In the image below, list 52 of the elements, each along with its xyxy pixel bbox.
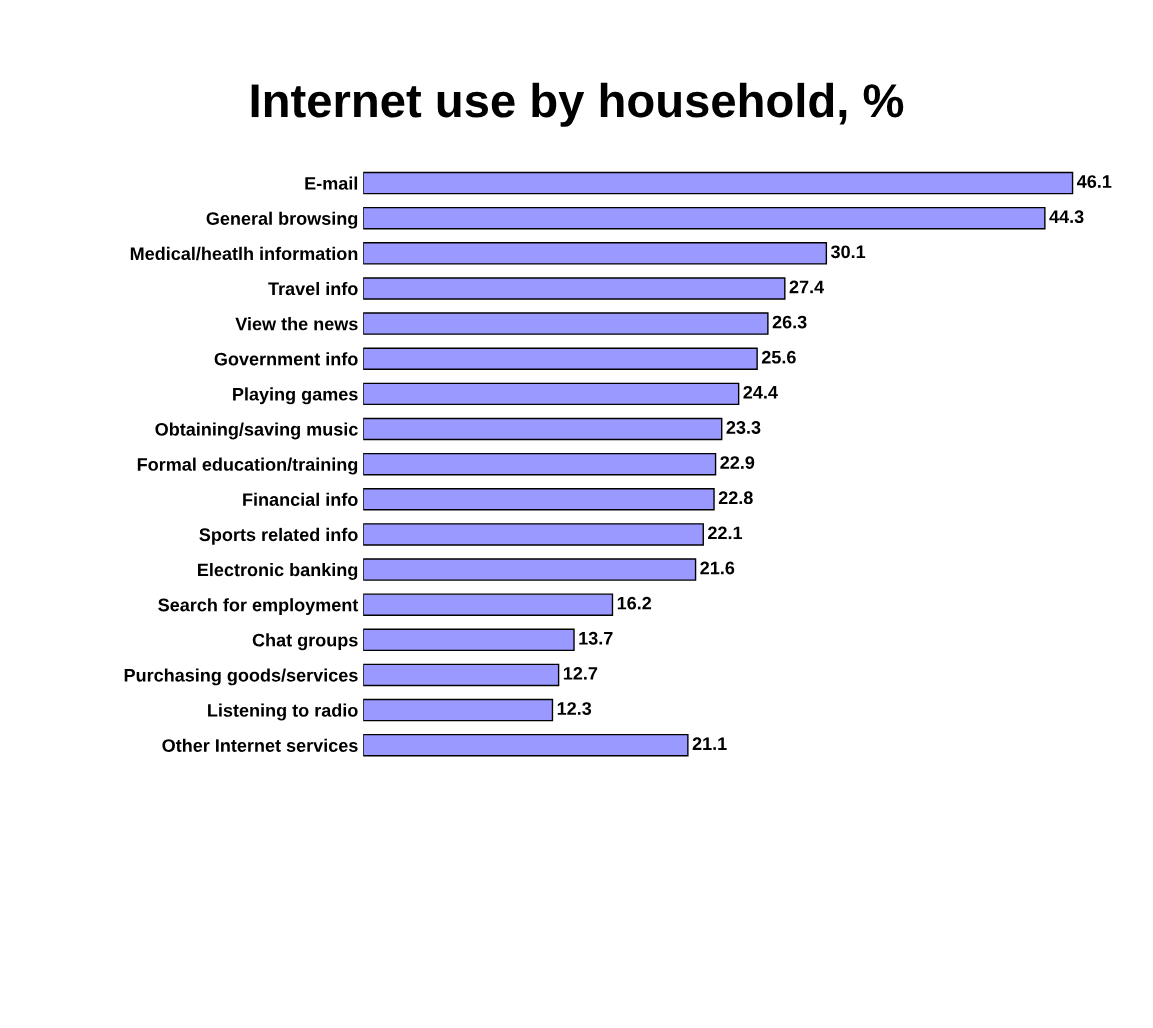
y-tick-label: View the news <box>235 317 358 331</box>
data-label: 13.7 <box>579 631 613 645</box>
bar <box>363 558 697 581</box>
y-tick-label: Formal education/training <box>137 457 358 475</box>
y-tick-label: E-mail <box>305 176 358 190</box>
data-label: 12.7 <box>563 667 598 680</box>
data-label: 26.3 <box>772 315 807 329</box>
bar <box>363 417 723 441</box>
bar <box>363 171 1074 195</box>
y-tick-label: Government info <box>214 352 358 366</box>
data-label: 16.2 <box>617 596 652 610</box>
y-tick-label: Travel info <box>268 281 358 296</box>
bar <box>363 663 560 687</box>
bar <box>363 242 828 265</box>
data-label: 22.9 <box>720 456 755 469</box>
y-tick-label: Obtaining/saving music <box>155 422 358 440</box>
y-tick-label: Listening to radio <box>208 703 358 721</box>
y-tick-label: Financial info <box>243 492 358 506</box>
data-label: 21.1 <box>692 737 727 750</box>
bar <box>363 698 554 722</box>
y-tick-label: Sports related info <box>199 527 358 545</box>
y-tick-label: Chat groups <box>252 633 358 651</box>
bar <box>363 488 715 511</box>
data-label: 25.6 <box>761 350 796 364</box>
bar <box>363 452 717 476</box>
bar <box>363 733 689 757</box>
y-tick-label: Playing games <box>233 387 358 405</box>
bar <box>363 347 758 370</box>
bar <box>363 523 704 546</box>
y-tick-label: Electronic banking <box>198 563 358 580</box>
data-label: 22.8 <box>718 491 753 505</box>
y-tick-label: Search for employment <box>158 598 359 615</box>
data-label: 30.1 <box>830 245 866 259</box>
data-label: 44.3 <box>1049 210 1084 224</box>
bar <box>363 277 786 300</box>
bar <box>363 312 769 335</box>
data-label: 23.3 <box>726 421 761 434</box>
bar <box>363 382 740 406</box>
y-tick-label: Medical/heatlh information <box>130 246 358 261</box>
data-label: 21.6 <box>700 561 735 575</box>
y-tick-label: General browsing <box>206 211 358 229</box>
y-tick-label: Other Internet services <box>162 738 358 752</box>
data-label: 27.4 <box>789 280 825 294</box>
bar <box>363 593 614 616</box>
data-label: 22.1 <box>708 526 743 540</box>
bar <box>363 206 1046 230</box>
y-tick-label: Purchasing goods/services <box>124 668 358 686</box>
data-label: 24.4 <box>743 385 778 399</box>
chart-title: Internet use by household, % <box>251 82 904 127</box>
data-label: 46.1 <box>1077 175 1112 188</box>
bar <box>363 628 575 652</box>
data-label: 12.3 <box>557 702 592 715</box>
